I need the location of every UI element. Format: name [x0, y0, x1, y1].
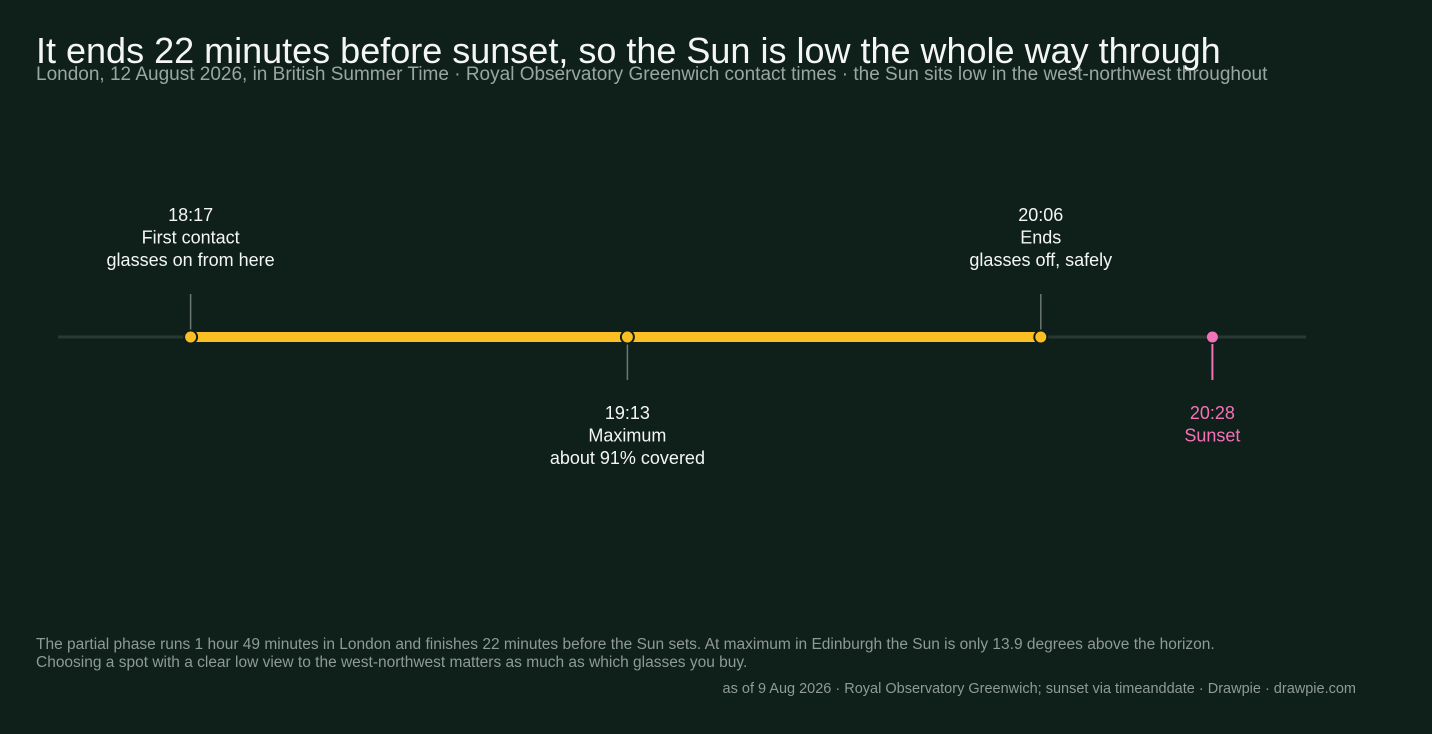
event-note-maximum: about 91% covered	[550, 448, 705, 468]
event-time-ends: 20:06	[1018, 205, 1063, 225]
footnote: The partial phase runs 1 hour 49 minutes…	[36, 636, 1396, 672]
event-marker-first-contact	[183, 329, 199, 345]
source-credit: as of 9 Aug 2026 · Royal Observatory Gre…	[722, 681, 1356, 697]
event-note-ends: glasses off, safely	[969, 250, 1112, 270]
chart-title: It ends 22 minutes before sunset, so the…	[36, 30, 1221, 71]
event-time-first-contact: 18:17	[168, 205, 213, 225]
chart-subtitle: London, 12 August 2026, in British Summe…	[36, 64, 1268, 85]
event-label-maximum: Maximum	[588, 426, 666, 446]
footnote-line-2: Choosing a spot with a clear low view to…	[36, 654, 748, 671]
event-note-first-contact: glasses on from here	[107, 250, 275, 270]
event-label-first-contact: First contact	[142, 228, 240, 248]
event-marker-ends	[1033, 329, 1049, 345]
event-label-ends: Ends	[1020, 228, 1061, 248]
footnote-line-1: The partial phase runs 1 hour 49 minutes…	[36, 636, 1215, 653]
event-label-sunset: Sunset	[1184, 426, 1240, 446]
event-time-sunset: 20:28	[1190, 403, 1235, 423]
event-time-maximum: 19:13	[605, 403, 650, 423]
event-marker-maximum	[619, 329, 635, 345]
event-marker-sunset	[1206, 331, 1218, 343]
